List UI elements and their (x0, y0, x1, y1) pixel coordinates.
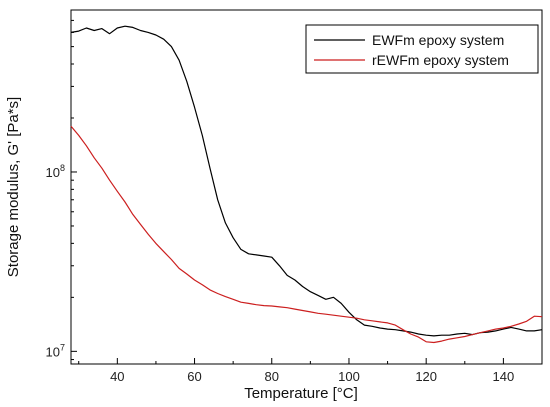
x-ticks-group: 40 60 80 100 120 140 (78, 358, 543, 384)
y-axis-title: Storage modulus, G' [Pa*s] (5, 97, 22, 277)
plot-frame (70, 9, 543, 365)
y-tick-label: 107 (46, 342, 65, 359)
x-tick-label: 40 (110, 369, 124, 384)
plot-frame-group (70, 9, 543, 365)
x-tick-label: 80 (265, 369, 279, 384)
x-tick-label: 120 (415, 369, 437, 384)
legend-label-ewfm: EWFm epoxy system (372, 32, 504, 48)
x-tick-label: 140 (493, 369, 515, 384)
y-ticks-group: 107 108 (46, 9, 77, 361)
legend-box (305, 24, 539, 74)
y-tick-label: 108 (46, 163, 65, 180)
x-tick-label: 60 (187, 369, 201, 384)
series-group (70, 25, 543, 344)
x-axis-title: Temperature [°C] (244, 385, 358, 402)
x-tick-label: 100 (338, 369, 360, 384)
legend: EWFm epoxy system rEWFm epoxy system (305, 24, 539, 74)
legend-label-rewfm: rEWFm epoxy system (372, 52, 509, 68)
series-line-1 (70, 125, 543, 344)
series-line-0 (70, 25, 543, 337)
